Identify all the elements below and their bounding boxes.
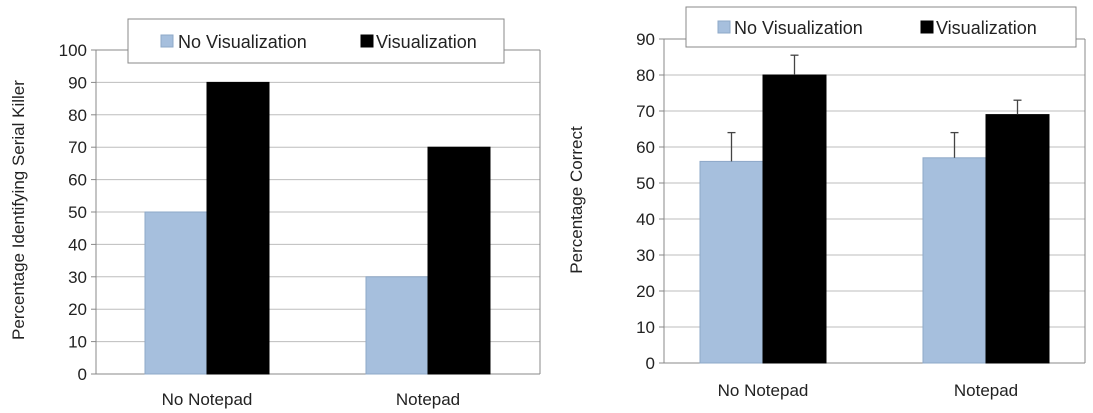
bar-no-visualization-notepad — [365, 276, 429, 375]
legend: No Visualization Visualization — [685, 6, 1077, 48]
legend-swatch — [920, 20, 934, 34]
y-tick-label: 100 — [59, 41, 87, 60]
y-tick-label: 30 — [68, 268, 87, 287]
legend-swatch — [160, 34, 174, 48]
y-tick-label: 50 — [68, 203, 87, 222]
bar-no-visualization-no-notepad — [699, 160, 764, 364]
bar-visualization-no-notepad — [762, 74, 827, 364]
x-category-label: Notepad — [396, 390, 460, 409]
y-tick-label: 10 — [68, 333, 87, 352]
y-tick-label: 90 — [636, 30, 655, 49]
x-category-label: Notepad — [954, 381, 1018, 400]
y-tick-label: 80 — [636, 66, 655, 85]
x-category-label: No Notepad — [718, 381, 809, 400]
y-tick-label: 50 — [636, 174, 655, 193]
bar-no-visualization-no-notepad — [144, 211, 208, 375]
legend-box — [127, 18, 505, 64]
legend-label: No Visualization — [178, 32, 307, 52]
legend-label: Visualization — [936, 18, 1037, 38]
legend-label: No Visualization — [734, 18, 863, 38]
y-tick-label: 10 — [636, 318, 655, 337]
y-tick-label: 40 — [636, 210, 655, 229]
y-tick-label: 70 — [636, 102, 655, 121]
bar-no-visualization-notepad — [922, 157, 987, 364]
y-tick-label: 30 — [636, 246, 655, 265]
y-tick-label: 0 — [78, 365, 87, 384]
legend-swatch — [360, 34, 374, 48]
legend-swatch — [717, 20, 731, 34]
y-tick-label: 80 — [68, 106, 87, 125]
y-tick-label: 90 — [68, 73, 87, 92]
bar-visualization-no-notepad — [206, 81, 270, 375]
y-tick-label: 60 — [636, 138, 655, 157]
legend: No Visualization Visualization — [127, 18, 505, 64]
y-axis-label: Percentage Correct — [567, 126, 586, 274]
y-tick-label: 0 — [646, 354, 655, 373]
legend-box — [685, 6, 1077, 48]
y-axis-label: Percentage Identifying Serial Killer — [9, 80, 28, 340]
y-tick-label: 70 — [68, 138, 87, 157]
bar-visualization-notepad — [985, 114, 1050, 364]
y-tick-label: 40 — [68, 235, 87, 254]
y-tick-label: 20 — [68, 300, 87, 319]
chart-2: 0 10 20 30 40 50 60 70 80 90 No Notepad Notepad Perc… — [567, 6, 1086, 400]
legend-label: Visualization — [376, 32, 477, 52]
y-tick-label: 20 — [636, 282, 655, 301]
x-category-label: No Notepad — [162, 390, 253, 409]
chart-1: 0 10 20 30 40 50 60 70 80 90 100 No Notepad Notepad P… — [9, 18, 541, 409]
y-tick-label: 60 — [68, 171, 87, 190]
bar-visualization-notepad — [427, 146, 491, 375]
